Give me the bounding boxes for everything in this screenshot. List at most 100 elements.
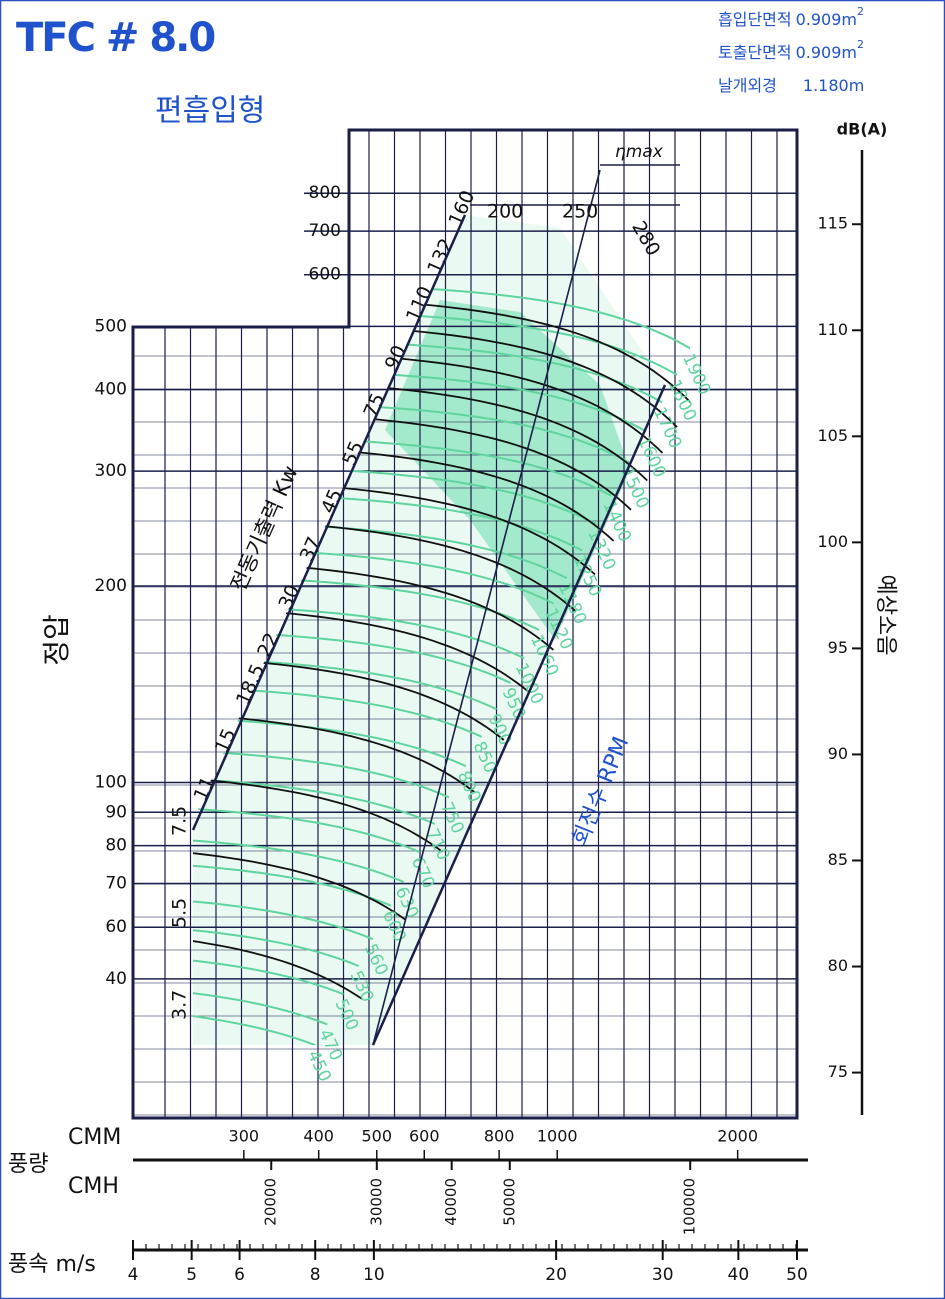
velocity-label: 풍속 m/s xyxy=(8,1252,96,1277)
velocity-tick-label: 8 xyxy=(310,1265,321,1285)
y-tick-label: 200 xyxy=(95,576,127,596)
rpm-curve xyxy=(258,576,540,631)
rpm-curve xyxy=(193,921,360,967)
kw-curve xyxy=(289,522,576,612)
cmm-tick-label: 600 xyxy=(409,1127,440,1146)
cmh-tick-label: 100000 xyxy=(681,1178,699,1235)
curves xyxy=(193,286,690,1045)
y-tick-label: 700 xyxy=(309,221,341,241)
spec: 날개외경 1.180m xyxy=(718,76,864,95)
velocity-tick-label: 50 xyxy=(786,1265,808,1285)
top-label: 200 xyxy=(487,201,523,223)
cmm-tick-label: 800 xyxy=(484,1127,515,1146)
y-tick-label: 400 xyxy=(95,380,127,400)
kw-curve xyxy=(267,563,554,651)
cmh-tick-label: 40000 xyxy=(442,1178,460,1226)
y-tick-label: 100 xyxy=(95,772,127,792)
top-label: 250 xyxy=(562,201,598,223)
velocity-tick-label: 10 xyxy=(363,1265,385,1285)
rpm-curve xyxy=(193,805,421,854)
rpm-curve xyxy=(301,494,583,552)
kw-label: 7.5 xyxy=(169,806,191,836)
noise-unit: dB(A) xyxy=(837,120,888,139)
y-tick-label: 80 xyxy=(105,836,127,856)
kw-curve xyxy=(376,355,664,454)
kw-curve xyxy=(361,384,648,482)
kw-curve xyxy=(243,608,531,694)
kw-curve xyxy=(390,328,678,428)
y-tick-label: 800 xyxy=(309,183,341,203)
kw-curve xyxy=(193,928,363,1000)
kw-curve xyxy=(327,448,615,542)
velocity-tick-label: 20 xyxy=(545,1265,567,1285)
noise-tick-label: 85 xyxy=(828,850,848,869)
kw-curve xyxy=(404,302,690,404)
cmm-tick-label: 400 xyxy=(303,1127,334,1146)
spec-label: 토출단면적 xyxy=(718,43,792,62)
fan-type: 편흡입형 xyxy=(155,94,265,129)
rpm-curve xyxy=(193,894,374,941)
kw-curve xyxy=(309,484,596,576)
rpm-curve xyxy=(316,467,597,526)
rpm-curve xyxy=(381,342,663,404)
y-tick-label: 70 xyxy=(105,874,127,894)
velocity-tick-label: 6 xyxy=(234,1265,245,1285)
spec-value: 0.909m xyxy=(796,10,857,29)
rpm-curve xyxy=(193,716,467,768)
noise-label: 예상소음 xyxy=(873,575,898,656)
cmm-label: CMM xyxy=(68,1125,121,1150)
rpm-curve xyxy=(216,658,497,711)
rpm-curve xyxy=(201,686,483,738)
kw-curve xyxy=(193,775,444,853)
spec-label: 날개외경 xyxy=(718,76,777,95)
rpm-curve xyxy=(193,835,405,883)
y-tick-label: 300 xyxy=(95,461,127,481)
noise-tick-label: 105 xyxy=(817,426,848,445)
cmh-tick-label: 20000 xyxy=(262,1178,280,1226)
kw-curve xyxy=(217,658,505,741)
cmm-tick-label: 2000 xyxy=(717,1127,758,1146)
spec-value: 1.180m xyxy=(803,76,864,95)
title: TFC # 8.0 xyxy=(16,15,214,61)
noise-tick-label: 100 xyxy=(817,532,848,551)
rpm-curve xyxy=(349,404,630,464)
rpm-curve xyxy=(396,313,678,376)
high-eff-area xyxy=(385,300,630,640)
rpm-curve xyxy=(243,605,525,660)
y-tick-label: 500 xyxy=(95,316,127,336)
kw-label: 3.7 xyxy=(169,990,191,1020)
noise-tick-label: 80 xyxy=(828,956,848,975)
noise-tick-label: 115 xyxy=(817,214,848,233)
y-tick-label: 90 xyxy=(105,802,127,822)
kw-curve xyxy=(193,846,406,921)
cmh-tick-label: 50000 xyxy=(500,1178,518,1226)
spec: 흡입단면적 0.909m2 xyxy=(718,5,864,29)
spec-sup: 2 xyxy=(857,5,864,18)
cmm-tick-label: 300 xyxy=(229,1127,260,1146)
kw-label: 5.5 xyxy=(169,898,191,928)
noise-tick-label: 110 xyxy=(817,320,848,339)
eta-max: ηmax xyxy=(615,142,664,162)
rpm-curve xyxy=(273,549,554,605)
rpm-curve xyxy=(331,438,612,497)
rpm-curve xyxy=(230,631,512,684)
noise-tick-label: 75 xyxy=(828,1062,848,1081)
spec-sup: 2 xyxy=(857,38,864,51)
y-tick-label: 600 xyxy=(309,265,341,285)
rpm-curve xyxy=(193,1003,317,1045)
rpm-curve xyxy=(410,286,690,350)
cmm-tick-label: 500 xyxy=(362,1127,393,1146)
kw-curve xyxy=(344,415,632,511)
velocity-tick-label: 30 xyxy=(652,1265,674,1285)
noise-tick-label: 95 xyxy=(828,638,848,657)
right-boundary xyxy=(371,384,667,1046)
spec-value: 0.909m xyxy=(796,43,857,62)
velocity-tick-label: 5 xyxy=(186,1265,197,1285)
rpm-curve xyxy=(193,950,344,996)
cmh-label: CMH xyxy=(68,1174,119,1199)
spec-label: 흡입단면적 xyxy=(718,10,792,29)
y-tick-label: 40 xyxy=(105,969,127,989)
cmm-tick-label: 1000 xyxy=(537,1127,578,1146)
left-boundary xyxy=(191,214,467,831)
